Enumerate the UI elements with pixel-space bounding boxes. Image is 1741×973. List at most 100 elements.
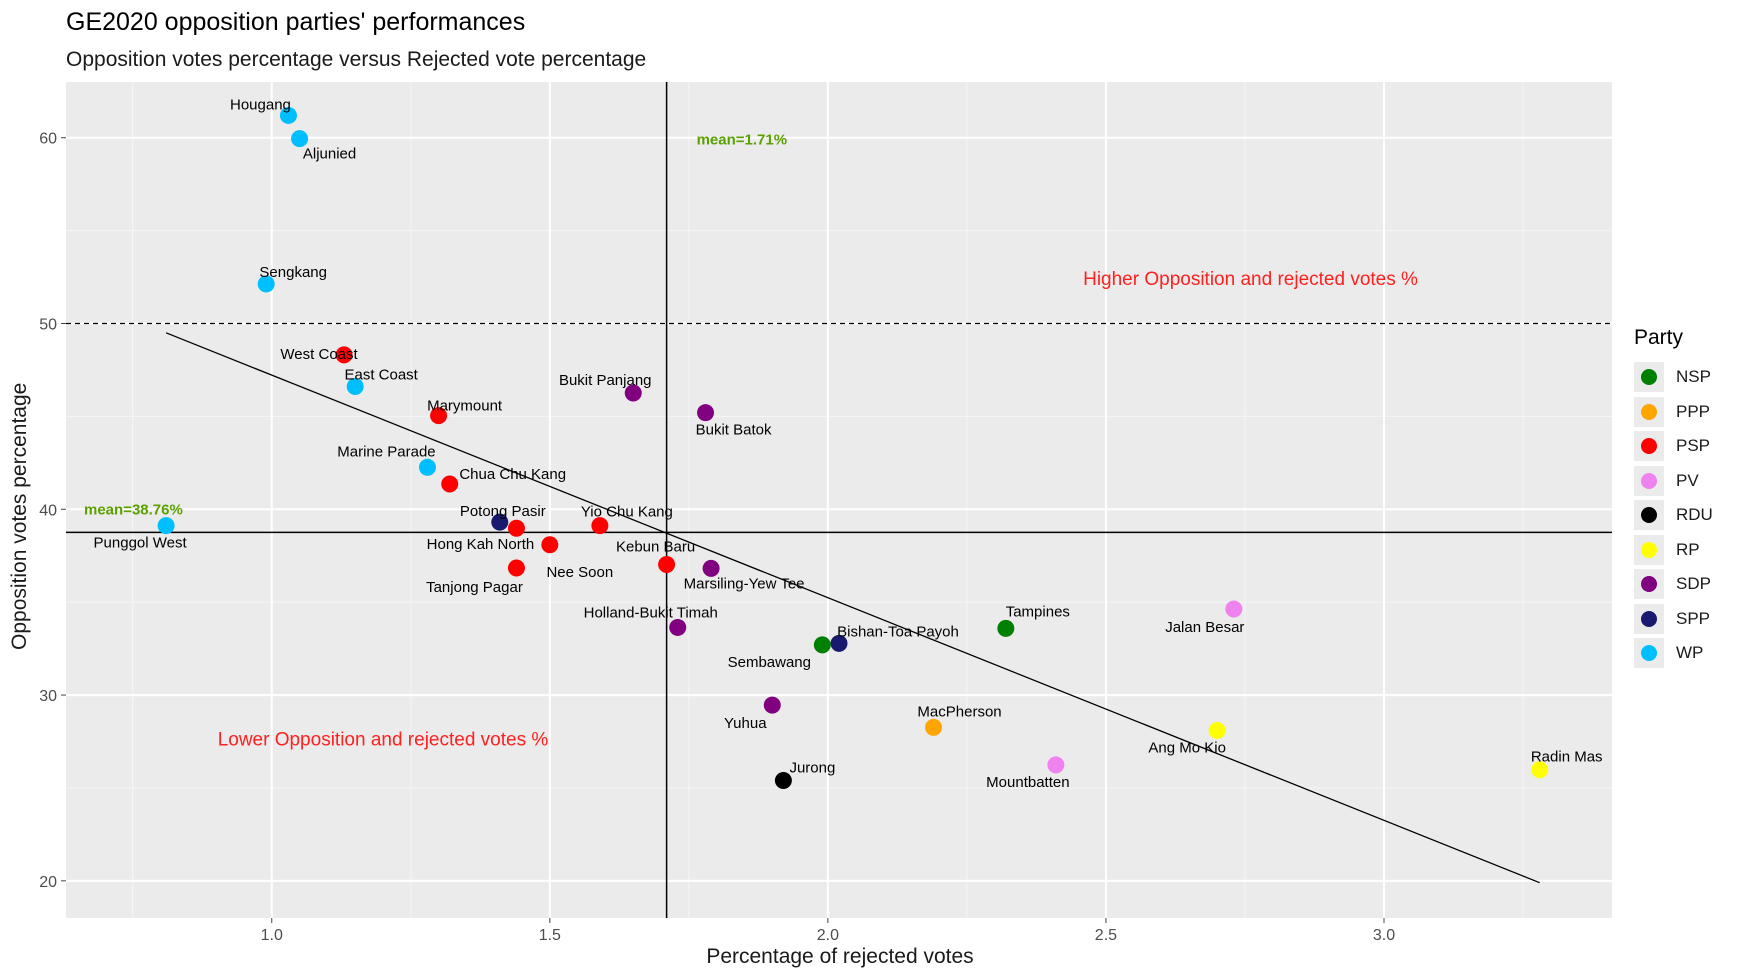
point-label: Hougang — [230, 96, 291, 113]
data-point — [1225, 600, 1243, 618]
data-point — [157, 517, 175, 535]
point-label: East Coast — [344, 366, 418, 383]
region-annotation: Lower Opposition and rejected votes % — [218, 730, 549, 751]
legend-item: PV — [1634, 464, 1713, 499]
legend-key — [1634, 500, 1664, 531]
legend: Party NSP PPP PSP PV RDU RP SDP SPP WP — [1634, 326, 1713, 671]
data-point — [702, 559, 720, 577]
point-label: MacPherson — [917, 703, 1001, 720]
data-point — [1531, 761, 1549, 779]
point-label: Tampines — [1006, 603, 1070, 620]
data-point — [335, 346, 353, 364]
point-label: Sembawang — [728, 654, 811, 671]
point-label: Radin Mas — [1531, 749, 1603, 766]
legend-key — [1634, 638, 1664, 669]
region-annotation: Higher Opposition and rejected votes % — [1083, 269, 1418, 290]
data-point — [257, 275, 275, 293]
point-label: Jalan Besar — [1165, 619, 1244, 636]
chart-title: GE2020 opposition parties' performances — [66, 8, 526, 36]
data-point — [591, 517, 609, 535]
y-tick-label: 60 — [39, 131, 57, 148]
legend-dot — [1641, 610, 1657, 627]
legend-item: SPP — [1634, 602, 1713, 637]
point-label: Bukit Panjang — [559, 372, 652, 389]
point-label: Yio Chu Kang — [581, 504, 673, 521]
legend-key — [1634, 465, 1664, 496]
data-point — [763, 696, 781, 714]
point-label: Sengkang — [259, 264, 327, 281]
data-point — [507, 519, 525, 537]
data-point — [430, 407, 448, 425]
legend-key — [1634, 396, 1664, 427]
point-label: Mountbatten — [986, 774, 1069, 791]
legend-key — [1634, 362, 1664, 393]
point-label: Hong Kah North — [427, 536, 535, 553]
legend-label: WP — [1676, 643, 1704, 663]
legend-label: PV — [1676, 470, 1699, 490]
legend-key — [1634, 431, 1664, 462]
y-tick-label: 30 — [39, 688, 57, 705]
y-tick-label: 50 — [39, 317, 57, 334]
point-label: Yuhua — [724, 715, 767, 732]
data-point — [291, 130, 309, 148]
point-label: Chua Chu Kang — [459, 466, 566, 483]
legend-title: Party — [1634, 326, 1684, 349]
y-tick-label: 20 — [39, 874, 57, 891]
data-point — [1208, 722, 1226, 740]
data-point — [774, 772, 792, 790]
legend-label: RDU — [1676, 505, 1713, 525]
legend-item: NSP — [1634, 360, 1713, 395]
y-tick-label: 40 — [39, 502, 57, 519]
data-point — [541, 536, 559, 554]
x-axis-label: Percentage of rejected votes — [0, 945, 1680, 969]
mean-y-label: mean=38.76% — [84, 501, 183, 518]
point-label: Tanjong Pagar — [426, 579, 523, 596]
legend-item: RP — [1634, 533, 1713, 568]
legend-dot — [1641, 541, 1657, 558]
x-tick-label: 1.5 — [539, 927, 561, 944]
point-label: Bishan-Toa Payoh — [837, 623, 959, 640]
data-point — [491, 513, 509, 531]
point-label: Marine Parade — [337, 443, 435, 460]
data-point — [997, 619, 1015, 637]
plot-panel — [66, 82, 1612, 918]
data-point — [418, 458, 436, 476]
point-label: Punggol West — [94, 535, 188, 552]
point-label: Jurong — [789, 760, 835, 777]
data-point — [813, 636, 831, 654]
legend-dot — [1641, 472, 1657, 489]
point-label: Potong Pasir — [460, 503, 546, 520]
legend-label: PPP — [1676, 401, 1711, 421]
legend-key — [1634, 569, 1664, 600]
data-point — [507, 559, 525, 577]
mean-x-label: mean=1.71% — [697, 132, 787, 149]
point-label: Ang Mo Kio — [1148, 740, 1226, 757]
point-label: Nee Soon — [546, 564, 613, 581]
point-label: Marymount — [427, 398, 503, 415]
legend-dot — [1641, 369, 1657, 386]
point-label: Marsiling-Yew Tee — [684, 575, 805, 592]
legend-item: WP — [1634, 636, 1713, 671]
data-point — [346, 377, 364, 395]
legend-dot — [1641, 403, 1657, 420]
x-tick-label: 2.0 — [817, 927, 839, 944]
legend-item: SDP — [1634, 567, 1713, 602]
data-point — [669, 618, 687, 636]
point-label: Aljunied — [303, 146, 356, 163]
x-axis-label-text: Percentage of rejected votes — [706, 945, 974, 968]
legend-dot — [1641, 438, 1657, 455]
data-point — [1047, 756, 1065, 774]
point-label: Holland-Bukit Timah — [584, 604, 718, 621]
legend-item: PPP — [1634, 395, 1713, 430]
legend-dot — [1641, 645, 1657, 662]
legend-dot — [1641, 576, 1657, 593]
legend-label: RP — [1676, 539, 1700, 559]
trend-line — [165, 332, 1540, 884]
x-tick-label: 2.5 — [1095, 927, 1117, 944]
point-label: Bukit Batok — [696, 422, 772, 439]
data-point — [279, 106, 297, 124]
x-tick-label: 1.0 — [261, 927, 283, 944]
legend-items: NSP PPP PSP PV RDU RP SDP SPP WP — [1634, 360, 1713, 671]
data-point — [624, 384, 642, 402]
